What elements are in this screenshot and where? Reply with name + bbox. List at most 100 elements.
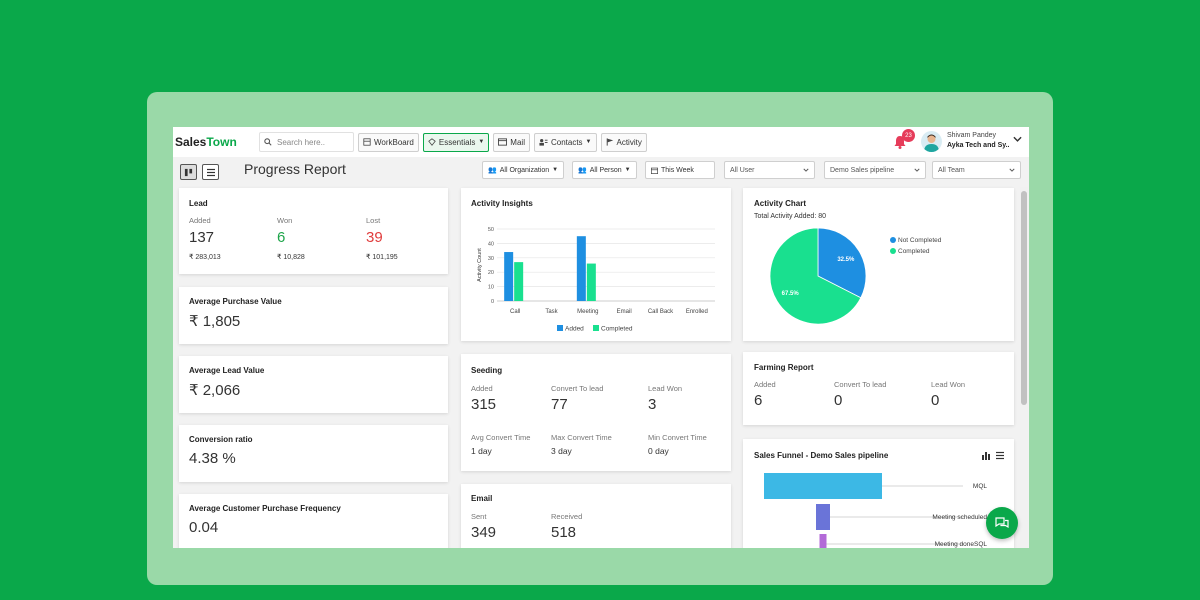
- chevron-down-icon: [1009, 168, 1015, 172]
- purchase-frequency-value: 0.04: [189, 519, 219, 536]
- person-filter[interactable]: 👥 All Person ▼: [572, 161, 637, 179]
- chat-button[interactable]: [986, 507, 1018, 539]
- activity-button[interactable]: Activity: [600, 132, 647, 152]
- user-info[interactable]: Shivam Pandey Ayka Tech and Sy..: [947, 131, 1010, 151]
- x-tick-label: Meeting: [577, 309, 598, 315]
- x-tick-label: Enrolled: [686, 309, 708, 315]
- farming-report-card: Farming Report Added 6 Convert To lead 0…: [743, 352, 1014, 425]
- activity-bar-chart: 0 10 20 30 40 50 Activity Count Call Task Meeting…: [477, 227, 715, 333]
- average-lead-value-card: Average Lead Value ₹ 2,066: [179, 356, 448, 413]
- email-received-label: Received: [551, 512, 583, 521]
- seeding-avg-label: Avg Convert Time: [471, 433, 531, 442]
- scrollbar[interactable]: [1020, 187, 1028, 548]
- chart-icon[interactable]: [981, 451, 991, 460]
- pipeline-select[interactable]: Demo Sales pipeline: [824, 161, 926, 179]
- email-received-value: 518: [551, 524, 577, 541]
- chevron-down-icon: [803, 168, 809, 172]
- seeding-added-value: 315: [471, 396, 497, 413]
- avatar[interactable]: [921, 131, 942, 152]
- email-card: Email Sent 349 Received 518: [461, 484, 731, 548]
- date-filter-label: This Week: [661, 166, 694, 174]
- lead-won-label: Won: [277, 216, 293, 225]
- seeding-convert-value: 77: [551, 396, 568, 413]
- list-icon: [206, 168, 215, 176]
- user-select-value: All User: [730, 166, 755, 174]
- farming-won-label: Lead Won: [931, 380, 966, 389]
- farming-won-value: 0: [931, 392, 940, 409]
- pie-data-label: 67.5%: [782, 291, 800, 297]
- seeding-avg-value: 1 day: [471, 446, 492, 456]
- organization-filter[interactable]: 👥 All Organization ▼: [482, 161, 565, 179]
- seeding-added-label: Added: [471, 384, 493, 393]
- activity-label: Activity: [616, 137, 642, 147]
- scrollbar-thumb[interactable]: [1021, 191, 1027, 405]
- sales-funnel-chart: MQL Meeting scheduled Meeting doneSQL: [764, 473, 988, 548]
- lead-title: Lead: [189, 199, 208, 208]
- search-placeholder: Search here..: [277, 137, 326, 147]
- email-sent-label: Sent: [471, 512, 487, 521]
- lead-added-value: 137: [189, 229, 215, 246]
- farming-title: Farming Report: [754, 363, 814, 372]
- lead-won-value: 6: [277, 229, 286, 246]
- seeding-min-value: 0 day: [648, 446, 669, 456]
- farming-convert-label: Convert To lead: [834, 380, 887, 389]
- chat-icon: [995, 517, 1009, 529]
- email-sent-value: 349: [471, 524, 497, 541]
- funnel-stage-label: MQL: [973, 483, 987, 490]
- brand-logo[interactable]: SalesTown: [175, 135, 259, 149]
- user-company: Ayka Tech and Sy..: [947, 142, 1010, 149]
- menu-icon[interactable]: [995, 451, 1005, 460]
- legend-label: Completed: [601, 326, 633, 333]
- workboard-button[interactable]: WorkBoard: [358, 132, 419, 152]
- person-filter-label: All Person: [589, 166, 622, 174]
- caret-down-icon: ▼: [552, 167, 559, 173]
- user-select[interactable]: All User: [724, 161, 815, 179]
- kanban-view-button[interactable]: [180, 164, 197, 180]
- date-filter[interactable]: This Week: [645, 161, 715, 179]
- contacts-button[interactable]: Contacts ▼: [533, 132, 597, 152]
- caret-down-icon: ▼: [585, 139, 592, 145]
- y-tick-label: 40: [488, 241, 494, 247]
- pie-slice-not-completed: [817, 227, 867, 299]
- average-purchase-value-title: Average Purchase Value: [189, 297, 282, 306]
- lead-added-label: Added: [189, 216, 211, 225]
- top-navbar: SalesTown Search here.. WorkBoard Essent…: [173, 127, 1029, 157]
- y-tick-label: 30: [488, 256, 494, 262]
- seeding-max-value: 3 day: [551, 446, 572, 456]
- seeding-title: Seeding: [471, 366, 503, 375]
- activity-chart-subtitle: Total Activity Added: 80: [754, 213, 826, 220]
- conversion-ratio-value: 4.38 %: [189, 450, 236, 467]
- mail-button[interactable]: Mail: [493, 132, 530, 152]
- brand-part2: Town: [206, 135, 237, 149]
- contacts-icon: [539, 139, 548, 146]
- seeding-max-label: Max Convert Time: [551, 433, 612, 442]
- activity-insights-card: Activity Insights 0 10 20 30 40 50 Activity Co…: [461, 188, 731, 341]
- pipeline-select-value: Demo Sales pipeline: [830, 166, 895, 174]
- lead-lost-amount: ₹ 101,195: [366, 254, 398, 261]
- y-tick-label: 50: [488, 227, 494, 233]
- caret-down-icon: ▼: [478, 139, 485, 145]
- bar-completed: [514, 262, 524, 301]
- average-purchase-value: ₹ 1,805: [189, 313, 241, 330]
- search-box[interactable]: Search here..: [259, 132, 354, 152]
- avatar-icon: [924, 134, 939, 152]
- chevron-down-icon[interactable]: [1013, 136, 1022, 143]
- purchase-frequency-card: Average Customer Purchase Frequency 0.04: [179, 494, 448, 548]
- flag-icon: [606, 138, 613, 146]
- lead-added-amount: ₹ 283,013: [189, 254, 221, 261]
- essentials-button[interactable]: Essentials ▼: [422, 132, 490, 152]
- team-select-value: All Team: [938, 166, 965, 174]
- list-view-button[interactable]: [202, 164, 219, 180]
- sales-funnel-card: Sales Funnel - Demo Sales pipeline MQL Me…: [743, 439, 1014, 548]
- y-axis-label: Activity Count: [477, 248, 483, 282]
- workboard-label: WorkBoard: [374, 137, 414, 147]
- purchase-frequency-title: Average Customer Purchase Frequency: [189, 504, 341, 513]
- x-tick-label: Call Back: [648, 309, 674, 315]
- lead-lost-value: 39: [366, 229, 383, 246]
- legend-swatch: [557, 325, 563, 331]
- seeding-won-label: Lead Won: [648, 384, 683, 393]
- team-select[interactable]: All Team: [932, 161, 1021, 179]
- diamond-icon: [428, 138, 436, 146]
- funnel-stage-label: Meeting doneSQL: [935, 541, 988, 548]
- funnel-stage: [819, 534, 827, 548]
